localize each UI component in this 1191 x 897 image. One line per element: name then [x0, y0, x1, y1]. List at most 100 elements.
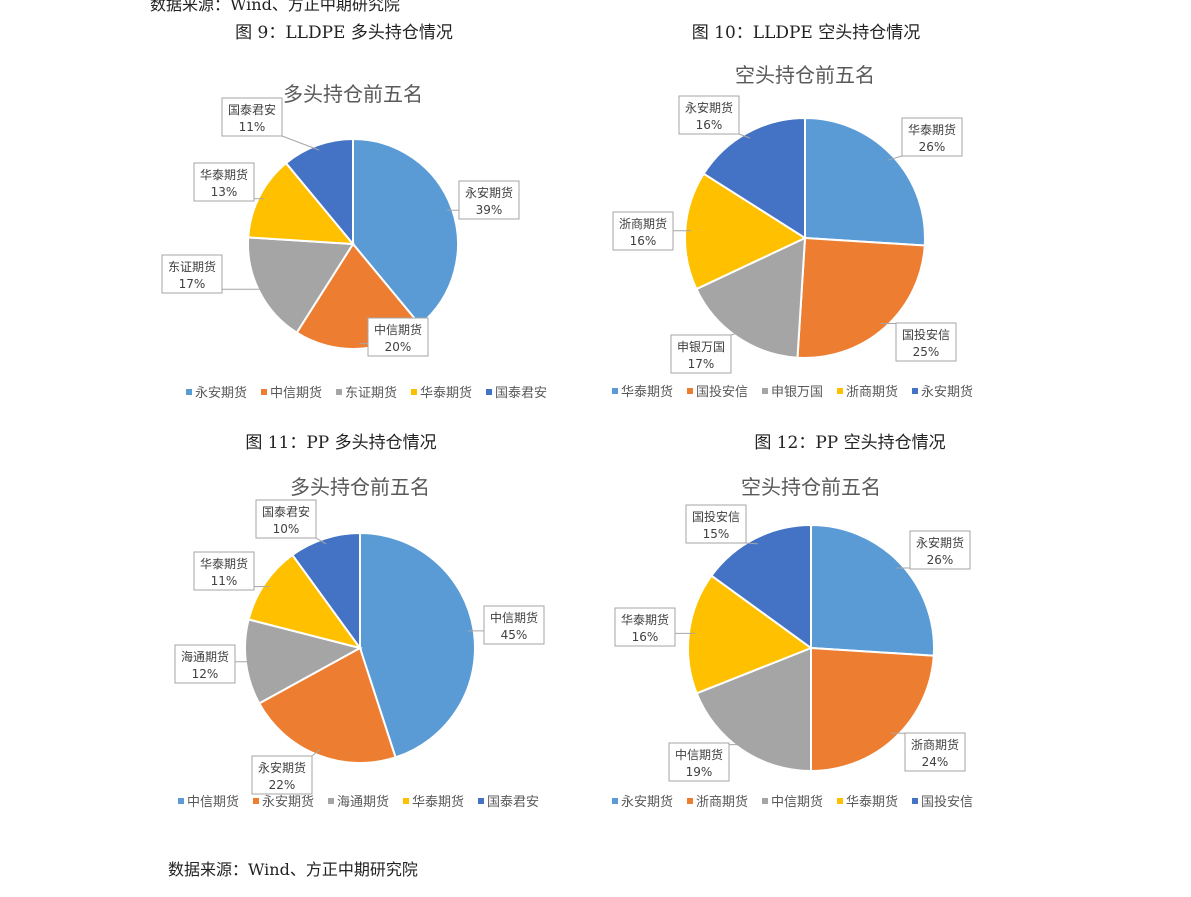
data-label-percent: 11%	[239, 120, 266, 134]
data-label-category: 浙商期货	[619, 216, 667, 231]
label-leader-line	[315, 537, 327, 545]
chart-title: 空头持仓前五名	[735, 63, 875, 87]
legend-entry: 浙商期货	[696, 794, 748, 810]
legend-swatch	[837, 798, 843, 804]
chart-title: 多头持仓前五名	[290, 475, 430, 499]
data-label-box	[255, 499, 317, 539]
data-label-category: 国投安信	[902, 327, 950, 342]
legend-entry: 永安期货	[195, 385, 247, 401]
data-label-category: 海通期货	[181, 649, 229, 664]
legend-swatch	[411, 389, 417, 395]
data-label-percent: 20%	[385, 340, 412, 354]
legend-swatch	[328, 798, 334, 804]
data-label-box	[668, 742, 730, 782]
data-label-box	[483, 605, 545, 645]
figure-9-caption: 图 9：LLDPE 多头持仓情况	[235, 23, 453, 43]
pie-slice-3	[695, 646, 812, 773]
pie-slice-4	[247, 553, 363, 650]
data-label-category: 东证期货	[168, 259, 216, 274]
pie-slice-3	[695, 236, 807, 359]
data-label-box	[458, 180, 520, 220]
data-label-category: 华泰期货	[200, 167, 248, 182]
legend-entry: 中信期货	[270, 385, 322, 401]
data-label-category: 国泰君安	[262, 504, 310, 519]
pie-slice-1	[359, 531, 476, 759]
legend-swatch	[612, 798, 618, 804]
legend-swatch	[486, 389, 492, 395]
pie-slice-5	[702, 116, 806, 240]
pie-slice-5	[710, 523, 812, 650]
data-label-box	[901, 117, 963, 157]
legend-swatch	[261, 389, 267, 395]
legend-entry: 海通期货	[337, 794, 389, 810]
data-label-percent: 19%	[686, 765, 713, 779]
legend-swatch	[762, 798, 768, 804]
legend-entry: 申银万国	[771, 385, 823, 400]
legend-swatch	[336, 389, 342, 395]
pie-slice-5	[284, 137, 354, 247]
data-label-box	[367, 317, 429, 357]
legend-entry: 国投安信	[921, 794, 973, 810]
data-label-category: 华泰期货	[200, 556, 248, 571]
data-label-percent: 15%	[703, 527, 730, 541]
legend-swatch	[837, 388, 843, 394]
data-label-category: 国投安信	[692, 509, 740, 524]
data-label-percent: 25%	[913, 345, 940, 359]
data-label-box	[895, 322, 957, 362]
data-label-category: 申银万国	[677, 340, 725, 354]
data-label-box	[193, 551, 255, 591]
pie-slice-1	[352, 137, 459, 327]
data-label-percent: 13%	[211, 185, 238, 199]
header-source-note: 数据来源：Wind、方正中期研究院	[150, 0, 400, 14]
source-note: 数据来源：Wind、方正中期研究院	[168, 860, 418, 879]
legend-swatch	[178, 798, 184, 804]
data-label-percent: 26%	[919, 140, 946, 154]
label-leader-line	[311, 749, 321, 757]
data-label-percent: 16%	[632, 630, 659, 644]
pie-slice-2	[810, 646, 935, 773]
legend-swatch	[687, 798, 693, 804]
data-label-percent: 22%	[269, 778, 296, 792]
data-label-category: 永安期货	[258, 760, 306, 775]
data-label-percent: 39%	[476, 203, 503, 217]
legend-swatch	[478, 798, 484, 804]
pie-slice-1	[804, 116, 926, 247]
data-label-percent: 24%	[922, 755, 949, 769]
data-label-percent: 45%	[501, 628, 528, 642]
data-label-percent: 12%	[192, 667, 219, 681]
legend-swatch	[186, 389, 192, 395]
data-label-category: 中信期货	[490, 610, 538, 625]
data-label-category: 华泰期货	[908, 122, 956, 137]
legend-swatch	[912, 798, 918, 804]
data-label-box	[161, 254, 223, 294]
legend-entry: 国泰君安	[487, 795, 539, 810]
legend-entry: 中信期货	[771, 794, 823, 810]
data-label-category: 中信期货	[374, 322, 422, 337]
chart-title: 多头持仓前五名	[283, 82, 423, 106]
data-label-box	[174, 644, 236, 684]
label-leader-line	[745, 542, 759, 545]
legend-entry: 永安期货	[621, 794, 673, 810]
data-label-percent: 16%	[696, 118, 723, 132]
legend-entry: 华泰期货	[420, 385, 472, 401]
figure-11-caption: 图 11：PP 多头持仓情况	[245, 433, 437, 453]
label-leader-line	[887, 155, 903, 161]
data-label-box	[193, 162, 255, 202]
data-label-category: 国泰君安	[228, 102, 276, 117]
data-label-box	[685, 504, 747, 544]
pie-slice-1	[810, 523, 935, 657]
label-leader-line	[738, 133, 751, 139]
data-label-percent: 16%	[630, 234, 657, 248]
data-label-box	[678, 95, 740, 135]
legend-swatch	[912, 388, 918, 394]
legend-entry: 国泰君安	[495, 386, 547, 401]
legend-swatch	[253, 798, 259, 804]
data-label-percent: 26%	[927, 553, 954, 567]
legend-entry: 华泰期货	[846, 794, 898, 810]
data-label-percent: 11%	[211, 574, 238, 588]
pie-slice-4	[247, 161, 356, 246]
figure-10-caption: 图 10：LLDPE 空头持仓情况	[691, 23, 921, 43]
label-leader-line	[281, 135, 320, 151]
